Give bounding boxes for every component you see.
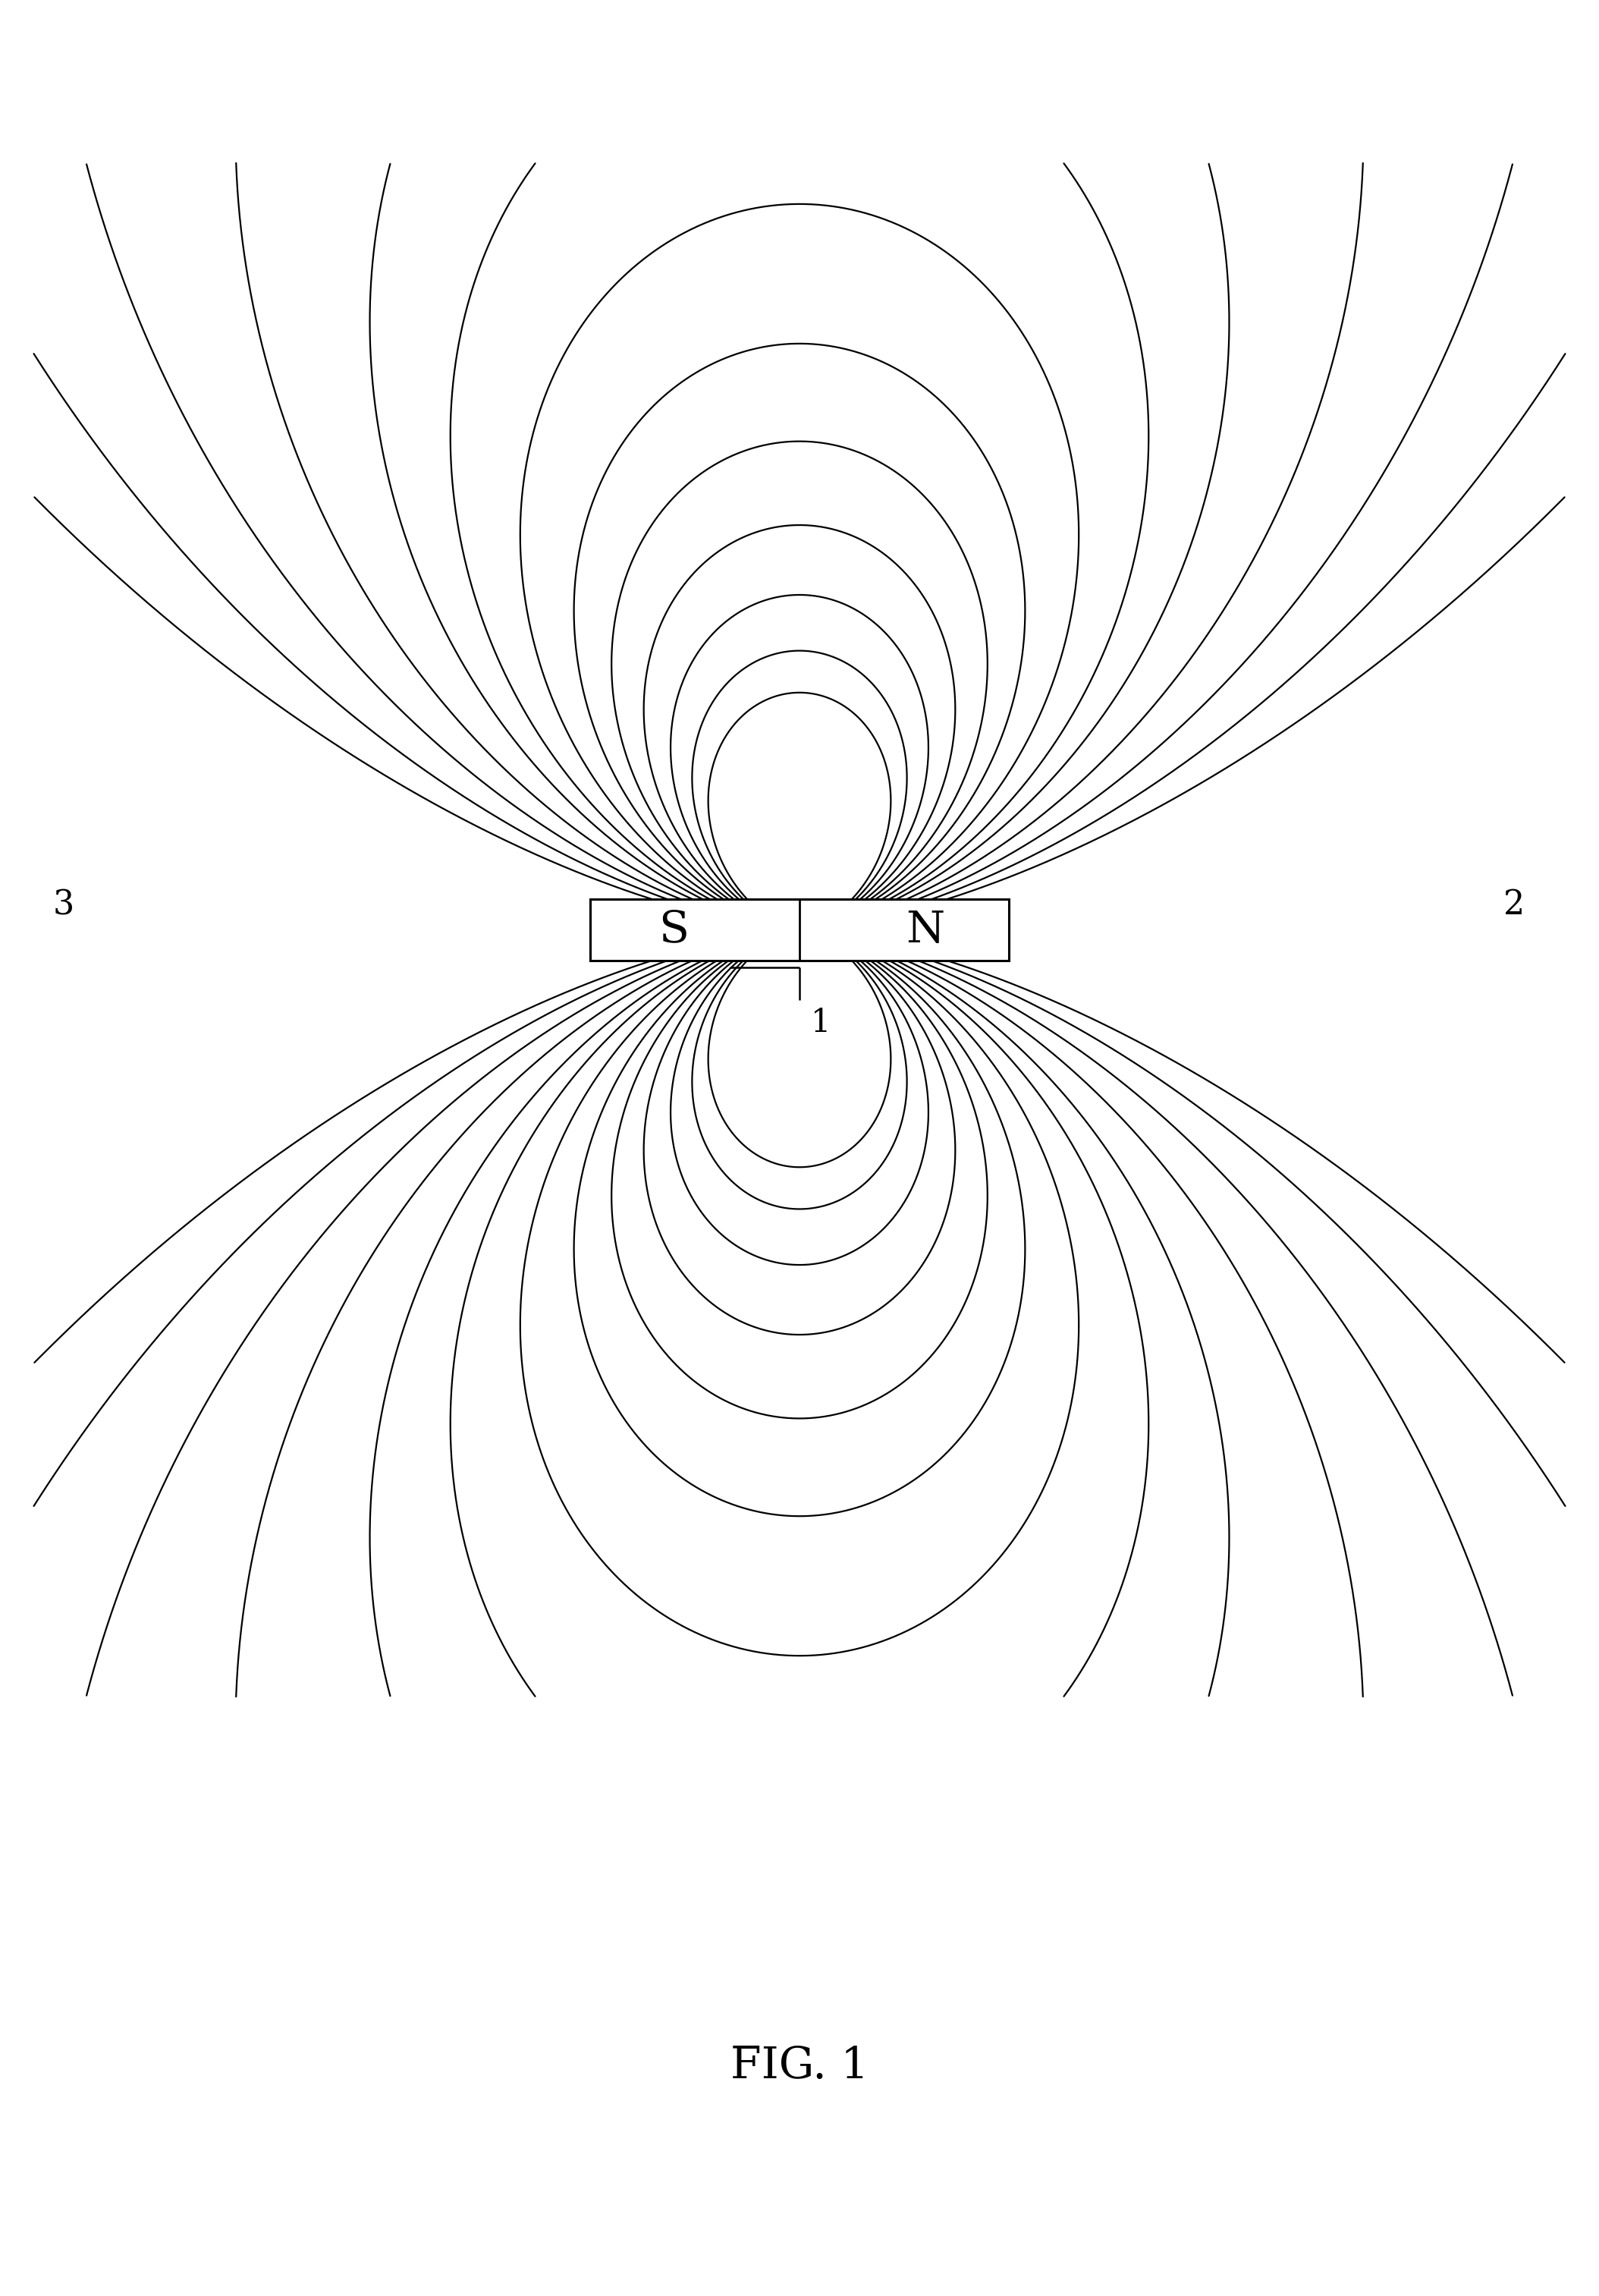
Text: 3: 3 [53, 889, 74, 921]
Bar [590, 900, 1009, 960]
Text: N: N [905, 909, 945, 951]
Text: 2: 2 [1503, 889, 1525, 921]
Text: FIG. 1: FIG. 1 [731, 2046, 868, 2087]
Text: 1: 1 [811, 1006, 830, 1038]
Text: S: S [659, 909, 689, 951]
